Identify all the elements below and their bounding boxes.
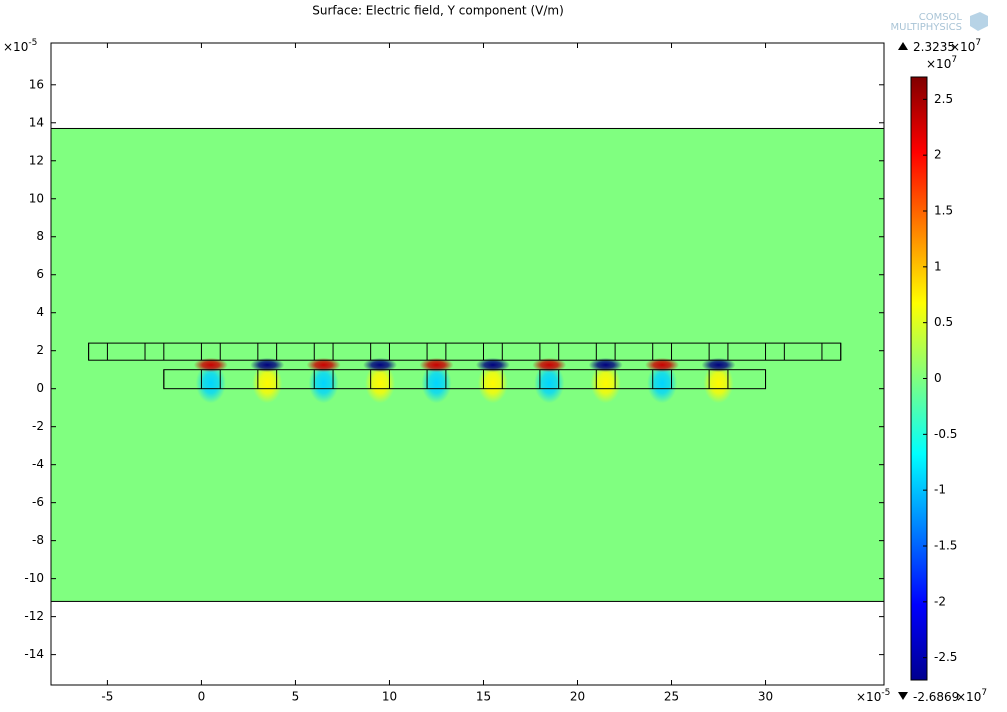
y-tick-label: -4 (32, 457, 44, 471)
multiplier-exp: -5 (28, 38, 37, 48)
x-tick-label: 5 (292, 690, 300, 704)
y-tick-label: -10 (24, 571, 44, 585)
multiplier: ×107 (950, 38, 981, 54)
logo: COMSOL MULTIPHYSICS (891, 12, 988, 33)
plot-area (51, 127, 884, 602)
x-tick-label: 30 (758, 690, 773, 704)
colorbar-tick-label: 2 (934, 148, 942, 162)
y-tick-label: 2 (36, 343, 44, 357)
max-marker (898, 42, 908, 50)
field-spot (252, 363, 283, 404)
colorbar-tick-label: -1 (934, 483, 946, 497)
y-tick-label: -2 (32, 419, 44, 433)
field-spot (588, 357, 623, 372)
multiplier: ×107 (926, 55, 957, 71)
field-spot (590, 363, 621, 404)
y-tick-label: 16 (29, 77, 44, 91)
colorbar-tick-label: 0 (934, 371, 942, 385)
colorbar-tick-label: -0.5 (934, 427, 957, 441)
y-tick-label: 12 (29, 153, 44, 167)
field-spot (475, 357, 510, 372)
multiplier-base: ×10 (926, 57, 951, 71)
multiplier-exp: 7 (951, 55, 957, 65)
colorbar-tick-label: 1.5 (934, 204, 953, 218)
field-spot (701, 357, 736, 372)
field-spot (365, 363, 396, 404)
y-tick-label: -14 (24, 647, 44, 661)
y-tick-label: 8 (36, 229, 44, 243)
field-spot (534, 363, 565, 404)
y-tick-label: -6 (32, 495, 44, 509)
min-label: -2.6869 (913, 690, 959, 704)
y-tick-label: 6 (36, 267, 44, 281)
multiplier-exp: 7 (981, 688, 987, 698)
y-tick-label: 10 (29, 191, 44, 205)
x-tick-label: -5 (101, 690, 113, 704)
logo-text: COMSOL (919, 12, 963, 23)
x-tick-label: 15 (476, 690, 491, 704)
colorbar-tick-label: 1 (934, 259, 942, 273)
x-tick-label: 25 (664, 690, 679, 704)
multiplier-base: ×10 (956, 690, 981, 704)
chart-title: Surface: Electric field, Y component (V/… (312, 4, 564, 18)
colorbar-tick-label: 2.5 (934, 92, 953, 106)
field-spot (477, 363, 508, 404)
y-tick-label: 14 (29, 115, 44, 129)
colorbar-tick-label: -2.5 (934, 650, 957, 664)
multiplier: ×10-5 (856, 688, 890, 704)
multiplier-exp: 7 (975, 38, 981, 48)
domain (51, 127, 884, 602)
field-spot (645, 357, 680, 372)
y-tick-label: 0 (36, 381, 44, 395)
colorbar-tick-label: -1.5 (934, 539, 957, 553)
field-spot (419, 357, 454, 372)
multiplier-base: ×10 (3, 40, 28, 54)
x-tick-label: 0 (198, 690, 206, 704)
field-spot (647, 363, 678, 404)
field-spot (250, 357, 285, 372)
max-value: 2.3235 (913, 40, 955, 54)
field-spot (363, 357, 398, 372)
max-label: 2.3235 (913, 40, 955, 54)
multiplier-exp: -5 (881, 688, 890, 698)
plot-frame (50, 42, 885, 686)
y-tick-label: 4 (36, 305, 44, 319)
x-tick-label: 20 (570, 690, 585, 704)
field-spot (703, 363, 734, 404)
logo-icon (970, 12, 988, 31)
min-marker (898, 692, 908, 700)
field-spot (421, 363, 452, 404)
field-spot (308, 363, 339, 404)
multiplier: ×107 (956, 688, 987, 704)
min-value: -2.6869 (913, 690, 959, 704)
multiplier-base: ×10 (950, 40, 975, 54)
overlay (88, 342, 842, 390)
y-tick-label: -8 (32, 533, 44, 547)
colorbar-tick-label: 0.5 (934, 315, 953, 329)
colorbar-tick-label: -2 (934, 594, 946, 608)
y-tick-label: -12 (24, 609, 44, 623)
field-spot (195, 363, 226, 404)
field-spot (193, 357, 228, 372)
field-spot (532, 357, 567, 372)
multiplier: ×10-5 (3, 38, 37, 54)
logo-text: MULTIPHYSICS (891, 22, 962, 33)
multiplier-base: ×10 (856, 690, 881, 704)
field-spot (306, 357, 341, 372)
x-tick-label: 10 (382, 690, 397, 704)
